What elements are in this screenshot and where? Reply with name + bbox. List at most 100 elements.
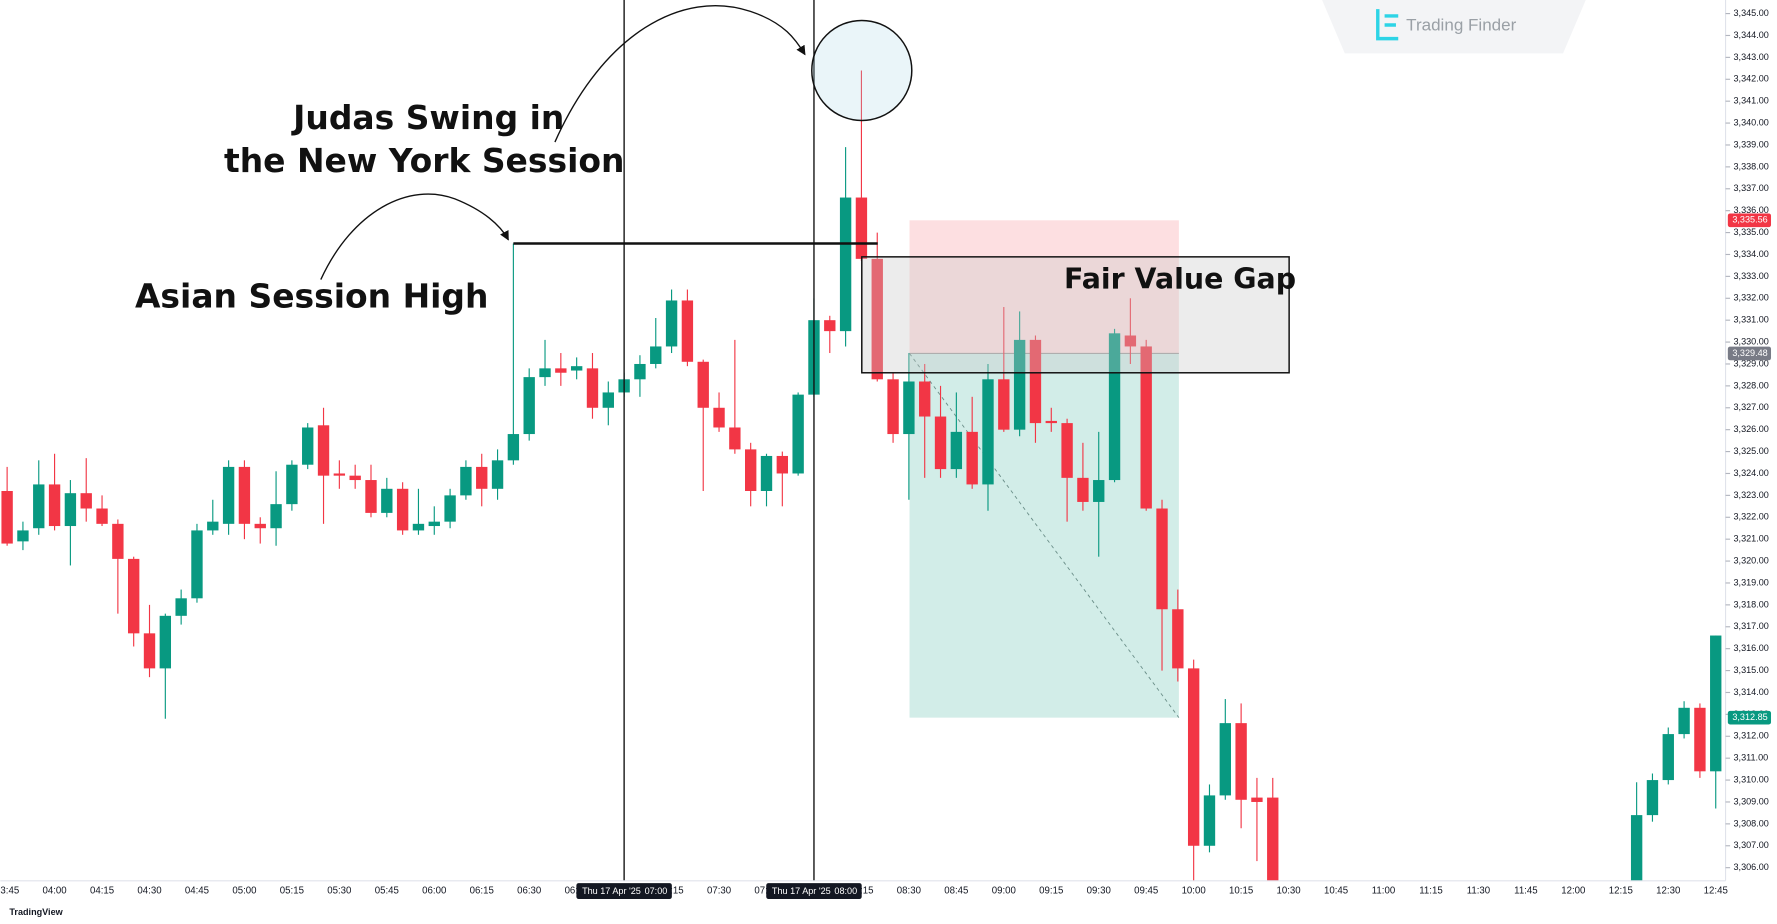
- candle-body: [919, 381, 931, 417]
- y-tick-label: 3,315.00: [1734, 665, 1769, 675]
- candle-body: [317, 425, 330, 476]
- y-tick-label: 3,344.00: [1734, 30, 1769, 40]
- candle-body: [270, 504, 282, 529]
- candle-body: [491, 460, 504, 489]
- y-tick-label: 3,310.00: [1734, 774, 1769, 784]
- candle-body: [1187, 668, 1200, 846]
- y-tick-label: 3,333.00: [1734, 271, 1769, 281]
- candle-body: [333, 473, 346, 476]
- x-tick-label: 09:15: [1039, 886, 1063, 897]
- candle-body: [934, 416, 947, 470]
- candle-body: [760, 455, 773, 491]
- y-tick-label: 3,338.00: [1734, 161, 1769, 171]
- position-diagonal: [909, 353, 1180, 718]
- candle-body: [1140, 346, 1152, 509]
- candle-body: [998, 379, 1010, 430]
- y-tick-label: 3,316.00: [1734, 643, 1769, 653]
- footer: TradingView: [9, 907, 63, 917]
- time-marker-bg: [576, 883, 672, 899]
- time-marker-date: Thu 17 Apr '25: [582, 886, 641, 896]
- candle-body: [128, 558, 140, 634]
- y-tick-label: 3,308.00: [1734, 818, 1769, 828]
- x-tick-label: 04:00: [42, 886, 66, 897]
- y-tick-label: 3,321.00: [1734, 534, 1769, 544]
- time-marker-time: 08:00: [834, 886, 857, 896]
- x-tick-label: 12:00: [1561, 886, 1585, 897]
- y-tick-label: 3,343.00: [1734, 52, 1769, 62]
- candle-body: [887, 379, 899, 435]
- candle-body: [159, 615, 172, 669]
- candle-body: [191, 530, 203, 599]
- annotation: Fair Value Gap: [1064, 263, 1296, 296]
- price-tag-bg: [1727, 346, 1772, 361]
- candle-body: [1678, 707, 1690, 735]
- annotation: Asian Session High: [135, 276, 489, 315]
- candle-body: [950, 431, 963, 470]
- y-tick-label: 3,317.00: [1734, 621, 1769, 631]
- y-tick-label: 3,334.00: [1734, 249, 1769, 259]
- x-tick-label: 10:00: [1182, 886, 1206, 897]
- candle-body: [1077, 477, 1089, 502]
- candle-body: [1013, 339, 1026, 430]
- x-tick-label: 11:30: [1467, 886, 1490, 897]
- candle-body: [745, 449, 757, 491]
- x-tick-label: 11:00: [1372, 886, 1395, 897]
- y-tick-label: 3,340.00: [1734, 117, 1769, 127]
- price-tag-label: 3,335.56: [1732, 215, 1767, 225]
- y-tick-label: 3,319.00: [1734, 577, 1769, 587]
- y-tick-label: 3,307.00: [1734, 840, 1769, 850]
- candle-body: [555, 368, 567, 373]
- y-tick-label: 3,324.00: [1734, 468, 1769, 478]
- x-tick-label: 06:00: [422, 886, 446, 897]
- y-tick-label: 3,329.00: [1734, 358, 1769, 368]
- highlight-circle: [811, 19, 913, 122]
- x-tick-label: 05:45: [375, 886, 399, 897]
- candle-body: [1, 490, 13, 544]
- candle-body: [1235, 723, 1247, 800]
- x-tick-label: 06:30: [517, 886, 541, 897]
- candle-body: [1045, 420, 1057, 424]
- arrow: [320, 193, 509, 280]
- candle-body: [207, 521, 219, 531]
- candle-body: [1251, 797, 1263, 802]
- x-tick-label: 04:45: [185, 886, 209, 897]
- candle-body: [507, 434, 520, 461]
- y-tick-label: 3,336.00: [1734, 205, 1769, 215]
- candle-body: [1694, 707, 1706, 772]
- candle-body: [48, 484, 61, 527]
- x-tick-label: 05:30: [327, 886, 351, 897]
- x-tick-label: 07:30: [707, 886, 731, 897]
- candle-body: [349, 475, 361, 481]
- x-tick-label: 10:30: [1276, 886, 1300, 897]
- candle-body: [80, 493, 92, 509]
- y-tick-label: 3,309.00: [1734, 796, 1769, 806]
- candle-body: [650, 346, 662, 364]
- candle-body: [64, 493, 77, 527]
- candle-body: [1267, 797, 1279, 881]
- logo-text: Trading Finder: [1406, 16, 1516, 35]
- candle-body: [1630, 815, 1643, 881]
- x-tick-label: 12:45: [1704, 886, 1728, 897]
- x-tick-label: 11:45: [1514, 886, 1537, 897]
- x-tick-label: 08:30: [897, 886, 921, 897]
- x-tick-label: 12:15: [1609, 886, 1633, 897]
- candle-body: [1646, 780, 1659, 816]
- fvg-box: [861, 256, 1290, 374]
- x-tick-label: 11:15: [1419, 886, 1442, 897]
- candle-body: [903, 381, 915, 435]
- zones: [909, 220, 1180, 718]
- x-tick-label: 10:15: [1229, 886, 1253, 897]
- y-tick-label: 3,326.00: [1734, 424, 1769, 434]
- candle-body: [1172, 609, 1184, 669]
- x-tick-label: 12:30: [1656, 886, 1680, 897]
- x-tick-label: 08:45: [944, 886, 968, 897]
- y-tick-label: 3,330.00: [1734, 336, 1769, 346]
- candle-body: [1029, 339, 1042, 424]
- logo-icon: [1376, 9, 1399, 41]
- overlays: [513, 0, 1290, 881]
- candle-body: [634, 363, 646, 380]
- candle-body: [428, 521, 440, 527]
- y-tick-label: 3,311.00: [1734, 753, 1769, 763]
- time-marker-time: 07:00: [645, 886, 668, 896]
- annotation: Judas Swing in: [291, 98, 564, 137]
